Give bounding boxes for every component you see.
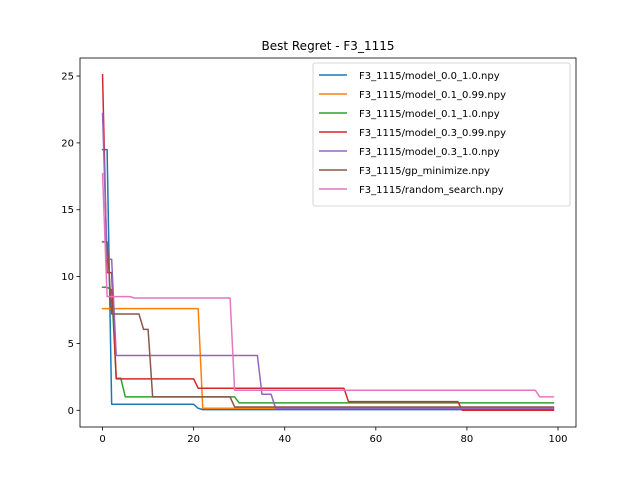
y-tick-label-5: 25 bbox=[61, 72, 74, 83]
legend-label-1: F3_1115/model_0.1_0.99.npy bbox=[359, 90, 506, 101]
x-tick-label-0: 0 bbox=[99, 434, 105, 445]
y-tick-label-4: 20 bbox=[61, 138, 74, 149]
y-tick-label-2: 10 bbox=[61, 272, 74, 283]
legend: F3_1115/model_0.0_1.0.npy F3_1115/model_0… bbox=[312, 62, 571, 207]
y-tick-label-1: 5 bbox=[68, 339, 74, 350]
legend-label-6: F3_1115/random_search.npy bbox=[359, 185, 504, 196]
plot-area bbox=[101, 73, 555, 412]
chart-title: Best Regret - F3_1115 bbox=[262, 39, 395, 53]
y-tick-label-3: 15 bbox=[61, 205, 74, 216]
y-tick-label-0: 0 bbox=[68, 406, 74, 417]
x-tick-label-3: 60 bbox=[369, 434, 382, 445]
legend-label-4: F3_1115/model_0.3_1.0.npy bbox=[359, 147, 500, 158]
x-tick-label-1: 20 bbox=[187, 434, 200, 445]
legend-label-0: F3_1115/model_0.0_1.0.npy bbox=[359, 71, 500, 82]
axes-frame bbox=[79, 57, 577, 428]
series-line-5 bbox=[101, 241, 555, 408]
series-line-0 bbox=[101, 148, 555, 411]
legend-label-2: F3_1115/model_0.1_1.0.npy bbox=[359, 109, 500, 120]
x-tick-label-4: 80 bbox=[461, 434, 474, 445]
x-tick-label-2: 40 bbox=[278, 434, 291, 445]
axes: 0 20 40 60 80 100 0 5 10 15 20 25 bbox=[61, 57, 577, 445]
legend-box bbox=[312, 62, 571, 207]
legend-label-3: F3_1115/model_0.3_0.99.npy bbox=[359, 128, 506, 139]
series-line-1 bbox=[101, 307, 555, 410]
series-line-3 bbox=[101, 73, 555, 412]
x-tick-label-5: 100 bbox=[548, 434, 567, 445]
series-line-6 bbox=[101, 172, 555, 398]
legend-label-5: F3_1115/gp_minimize.npy bbox=[359, 166, 490, 177]
series-line-2 bbox=[101, 286, 555, 404]
